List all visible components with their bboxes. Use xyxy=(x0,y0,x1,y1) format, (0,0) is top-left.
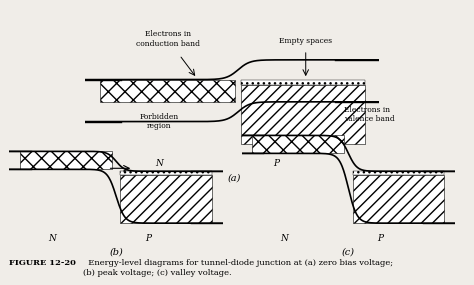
Text: Forbidden
region: Forbidden region xyxy=(139,113,178,130)
Text: N: N xyxy=(155,159,163,168)
Text: N: N xyxy=(281,234,288,243)
Text: P: P xyxy=(377,234,383,243)
Text: (b): (b) xyxy=(109,248,123,257)
Text: N: N xyxy=(48,234,56,243)
Text: P: P xyxy=(273,159,279,168)
Text: FIGURE 12-20: FIGURE 12-20 xyxy=(9,259,76,267)
Text: Energy-level diagrams for tunnel-diode junction at (a) zero bias voltage;
(b) pe: Energy-level diagrams for tunnel-diode j… xyxy=(83,259,393,276)
Text: Electrons in
conduction band: Electrons in conduction band xyxy=(136,30,200,48)
Text: (c): (c) xyxy=(342,248,355,257)
Text: Electrons in
valence band: Electrons in valence band xyxy=(344,105,395,123)
Text: Empty spaces: Empty spaces xyxy=(279,37,332,45)
Text: P: P xyxy=(145,234,151,243)
Text: (a): (a) xyxy=(228,174,241,183)
